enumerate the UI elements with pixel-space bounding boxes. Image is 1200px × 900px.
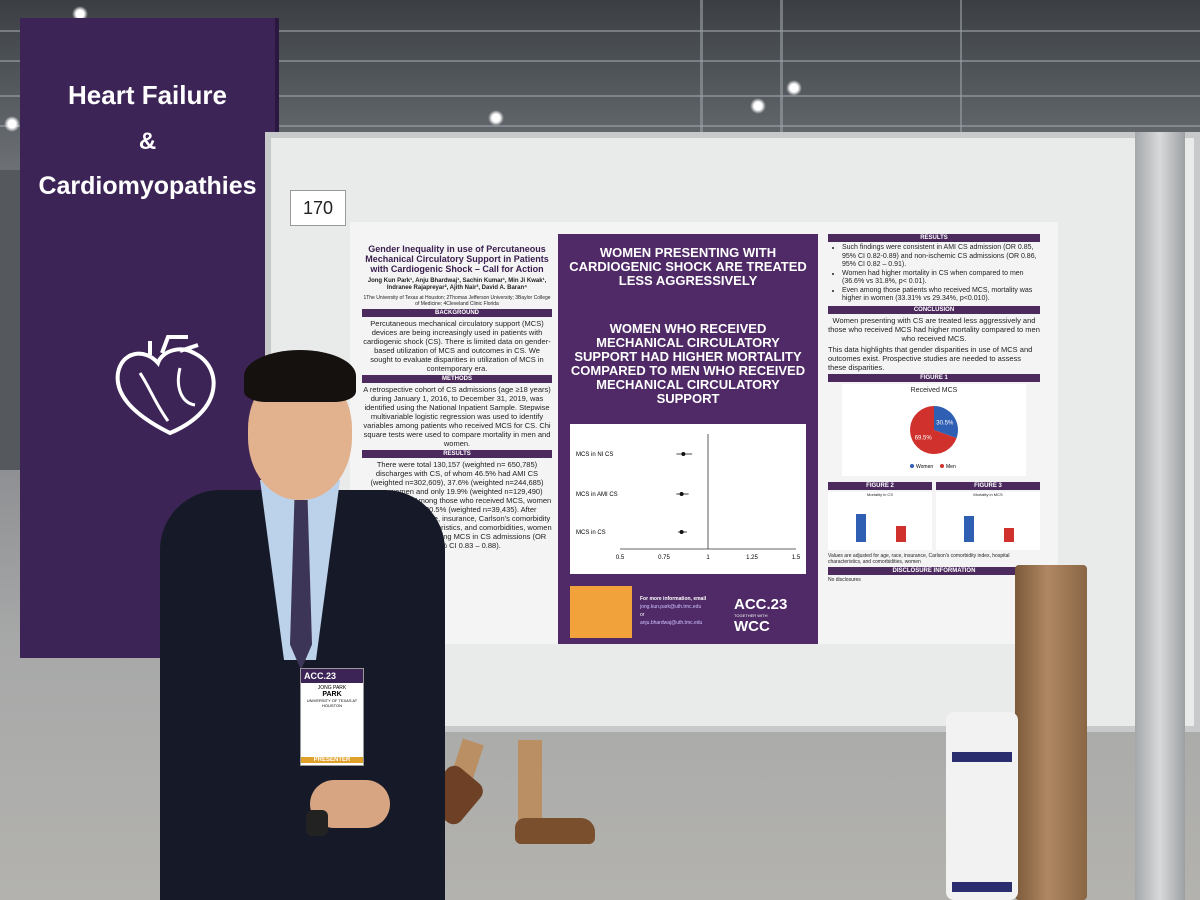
pie-label: 69.5% bbox=[915, 435, 933, 441]
forest-row-label: MCS in AMI CS bbox=[576, 492, 618, 498]
pie-legend-label: Women bbox=[916, 464, 933, 470]
passerby-shoe bbox=[515, 818, 595, 844]
forest-plot: 0.5 0.75 1 1.25 1.5 MCS in NI CS MCS in AMI CS… bbox=[570, 424, 806, 574]
contact-header: For more information, email bbox=[640, 596, 707, 602]
contact-email-2: anju.bhardwaj@uth.tmc.edu bbox=[640, 620, 703, 626]
results-text-left: There were total 130,157 (weighted n= 65… bbox=[362, 460, 552, 550]
figure2-chart: Mortality in CS bbox=[828, 491, 932, 550]
forest-row-label: MCS in CS bbox=[576, 530, 606, 536]
board-frame bbox=[1135, 132, 1185, 900]
ceiling-light bbox=[750, 98, 766, 114]
acc-sub: TOGETHER WITH bbox=[734, 613, 768, 618]
pie-legend-label: Men bbox=[946, 464, 956, 470]
figure3-header: FIGURE 3 bbox=[936, 481, 1040, 490]
adjusted-note: Values are adjusted for age, race, insur… bbox=[828, 552, 1010, 565]
results-header-right: RESULTS bbox=[828, 234, 1040, 242]
poster-tube bbox=[1015, 565, 1087, 900]
board-number: 170 bbox=[290, 190, 346, 226]
poster-left-column: Gender Inequality in use of Percutaneous… bbox=[362, 244, 552, 550]
forest-tick-label: 0.5 bbox=[616, 555, 625, 561]
roll-stripe bbox=[952, 882, 1012, 892]
forest-tick-label: 0.75 bbox=[658, 555, 670, 561]
pie-label: 30.5% bbox=[936, 420, 954, 426]
presenter-person: ACC.23 JONG PARK PARK UNIVERSITY OF TEXA… bbox=[160, 350, 450, 900]
forest-tick-label: 1.25 bbox=[746, 555, 758, 561]
wcc-logo: WCC bbox=[734, 618, 770, 635]
background-text: Percutaneous mechanical circulatory supp… bbox=[363, 319, 551, 373]
forest-tick-label: 1.5 bbox=[792, 555, 801, 561]
poster-right-column: RESULTS Such findings were consistent in… bbox=[828, 232, 1040, 583]
roll-stripe bbox=[952, 752, 1012, 762]
pie-chart: 30.5% 69.5% Women Men bbox=[910, 405, 958, 470]
headline-2: WOMEN WHO RECEIVED MECHANICAL CIRCULATOR… bbox=[570, 321, 806, 406]
disclosure-header: DISCLOSURE INFORMATION bbox=[828, 566, 1040, 575]
badge-org: UNIVERSITY OF TEXAS AT HOUSTON bbox=[306, 698, 358, 708]
badge-first: JONG PARK bbox=[317, 685, 347, 691]
acc-wcc-thumbnail bbox=[570, 586, 632, 638]
figure2-header: FIGURE 2 bbox=[828, 481, 932, 490]
disclosure-text: No disclosures bbox=[828, 576, 861, 583]
poster-affiliations: 1The University of Texas at Houston; 2Th… bbox=[363, 295, 551, 307]
methods-text: A retrospective cohort of CS admissions … bbox=[363, 385, 551, 448]
pie-title: Received MCS bbox=[910, 386, 958, 394]
contact-or: or bbox=[640, 612, 645, 618]
figure3: FIGURE 3 Mortality in MCS bbox=[936, 480, 1040, 550]
badge-name: PARK bbox=[322, 691, 342, 698]
background-header: BACKGROUND bbox=[362, 309, 552, 317]
rolled-poster bbox=[946, 712, 1018, 900]
fig3-bar-men bbox=[1004, 527, 1014, 542]
fig3-bar-women bbox=[964, 515, 974, 542]
fig2-bar-men bbox=[896, 525, 906, 542]
research-poster: Gender Inequality in use of Percutaneous… bbox=[350, 222, 1058, 644]
wristwatch bbox=[306, 810, 328, 836]
headline-1: WOMEN PRESENTING WITH CARDIOGENIC SHOCK … bbox=[569, 245, 807, 288]
pie-slice bbox=[934, 405, 958, 438]
forest-point bbox=[679, 530, 684, 534]
badge-logo: ACC.23 bbox=[301, 669, 363, 683]
figure2: FIGURE 2 Mortality in CS bbox=[828, 480, 932, 550]
forest-point bbox=[681, 452, 686, 456]
conclusion-header: CONCLUSION bbox=[828, 305, 1040, 314]
forest-row-label: MCS in NI CS bbox=[576, 452, 613, 458]
forest-plot-svg: 0.5 0.75 1 1.25 1.5 MCS in NI CS MCS in AMI CS… bbox=[576, 434, 801, 561]
results-header-left: RESULTS bbox=[362, 450, 552, 458]
pie-legend-swatch bbox=[910, 463, 914, 468]
ceiling-light bbox=[488, 110, 504, 126]
figure1-header: FIGURE 1 bbox=[828, 373, 1040, 382]
necktie bbox=[290, 500, 312, 670]
conclusion-text-2: This data highlights that gender dispari… bbox=[828, 344, 1033, 372]
pie-legend-swatch bbox=[940, 463, 944, 468]
banner-line3: Cardiomyopathies bbox=[38, 172, 257, 200]
presenter-ribbon: PRESENTER bbox=[301, 757, 363, 763]
acc-logo: ACC.23 bbox=[734, 596, 788, 613]
banner-line1: Heart Failure bbox=[68, 80, 227, 110]
banner-line2: & bbox=[138, 128, 157, 155]
forest-point bbox=[679, 492, 684, 496]
results-bullet: Even among those patients who received M… bbox=[842, 287, 1040, 304]
poster-authors: Jong Kun Park¹, Anju Bhardwaj¹, Sachin K… bbox=[367, 278, 547, 291]
figure-2-3-row: FIGURE 2 Mortality in CS FIGURE 3 Mortal… bbox=[828, 480, 1040, 550]
pie-slice bbox=[910, 405, 957, 454]
heart-icon bbox=[115, 335, 216, 436]
contact-email-1: jong.kun.park@uth.tmc.edu bbox=[640, 604, 702, 610]
methods-header: METHODS bbox=[362, 375, 552, 383]
ceiling-light bbox=[4, 116, 20, 132]
fig2-bar-women bbox=[856, 513, 866, 542]
conclusion-text-1: Women presenting with CS are treated les… bbox=[828, 315, 1040, 343]
fig3-title: Mortality in MCS bbox=[973, 491, 1003, 497]
key-findings-panel: WOMEN PRESENTING WITH CARDIOGENIC SHOCK … bbox=[558, 234, 818, 644]
results-bullets: Such findings were consistent in AMI CS … bbox=[836, 244, 1040, 304]
figure1-chart: Received MCS 30.5% 69.5% Women Men bbox=[842, 383, 1026, 476]
fig2-title: Mortality in CS bbox=[866, 491, 893, 497]
hair bbox=[244, 350, 356, 402]
passerby-leg bbox=[518, 740, 542, 830]
figure3-chart: Mortality in MCS bbox=[936, 491, 1040, 550]
poster-title: Gender Inequality in use of Percutaneous… bbox=[365, 244, 549, 274]
forest-tick-label: 1 bbox=[706, 555, 710, 561]
results-bullet: Such findings were consistent in AMI CS … bbox=[842, 244, 1040, 270]
ceiling-light bbox=[786, 80, 802, 96]
results-bullet: Women had higher mortality in CS when co… bbox=[842, 270, 1040, 287]
conference-badge: ACC.23 JONG PARK PARK UNIVERSITY OF TEXA… bbox=[300, 668, 364, 766]
